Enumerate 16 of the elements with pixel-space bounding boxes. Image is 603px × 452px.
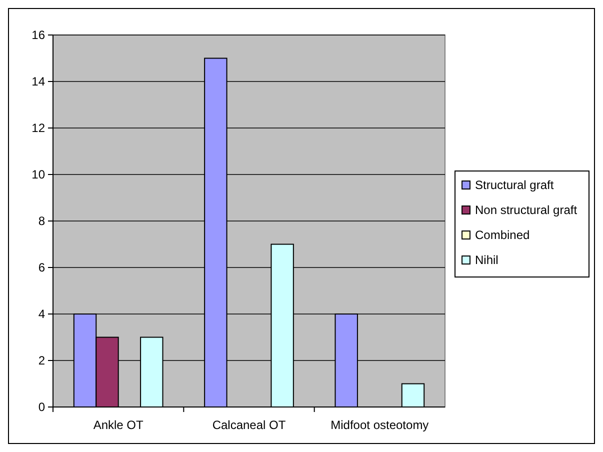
y-tick-label: 14: [32, 74, 46, 89]
x-tick-label: Calcaneal OT: [212, 418, 286, 432]
y-tick-label: 8: [38, 214, 46, 228]
y-tick-label: 2: [38, 354, 46, 368]
y-tick-label: 10: [32, 168, 46, 182]
x-tick-label: Midfoot osteotomy: [330, 418, 429, 432]
y-tick-label: 6: [38, 260, 46, 275]
y-tick-label: 12: [32, 121, 46, 136]
y-tick-label: 4: [38, 307, 46, 322]
legend-label: Nihil: [475, 253, 498, 268]
legend-label: Combined: [475, 228, 530, 242]
legend-label: Non structural graft: [475, 203, 578, 218]
legend-label: Structural graft: [475, 178, 554, 192]
x-tick-label: Ankle OT: [93, 418, 144, 432]
y-tick-label: 16: [32, 28, 46, 42]
y-tick-label: 0: [38, 400, 46, 414]
